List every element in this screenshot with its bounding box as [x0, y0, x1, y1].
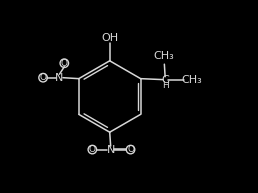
Text: O: O	[39, 73, 47, 82]
Text: O: O	[61, 59, 68, 68]
Text: N: N	[107, 145, 115, 155]
Text: H: H	[162, 80, 168, 90]
Text: CH₃: CH₃	[154, 51, 174, 61]
Text: O: O	[89, 145, 96, 154]
Text: N: N	[55, 73, 64, 83]
Text: O: O	[127, 145, 134, 154]
Text: C: C	[161, 75, 169, 85]
Text: CH₃: CH₃	[181, 75, 202, 85]
Text: OH: OH	[101, 33, 118, 43]
